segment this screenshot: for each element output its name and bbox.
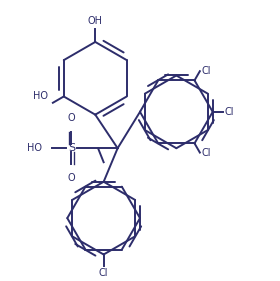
Text: O: O bbox=[68, 113, 75, 123]
Text: Cl: Cl bbox=[225, 107, 234, 117]
Text: S: S bbox=[68, 143, 75, 153]
Text: Cl: Cl bbox=[99, 268, 108, 278]
Text: O: O bbox=[68, 173, 75, 183]
Text: HO: HO bbox=[33, 92, 48, 101]
Text: Cl: Cl bbox=[201, 66, 211, 76]
Text: HO: HO bbox=[27, 143, 42, 153]
Text: OH: OH bbox=[88, 16, 103, 26]
Text: Cl: Cl bbox=[201, 148, 211, 158]
